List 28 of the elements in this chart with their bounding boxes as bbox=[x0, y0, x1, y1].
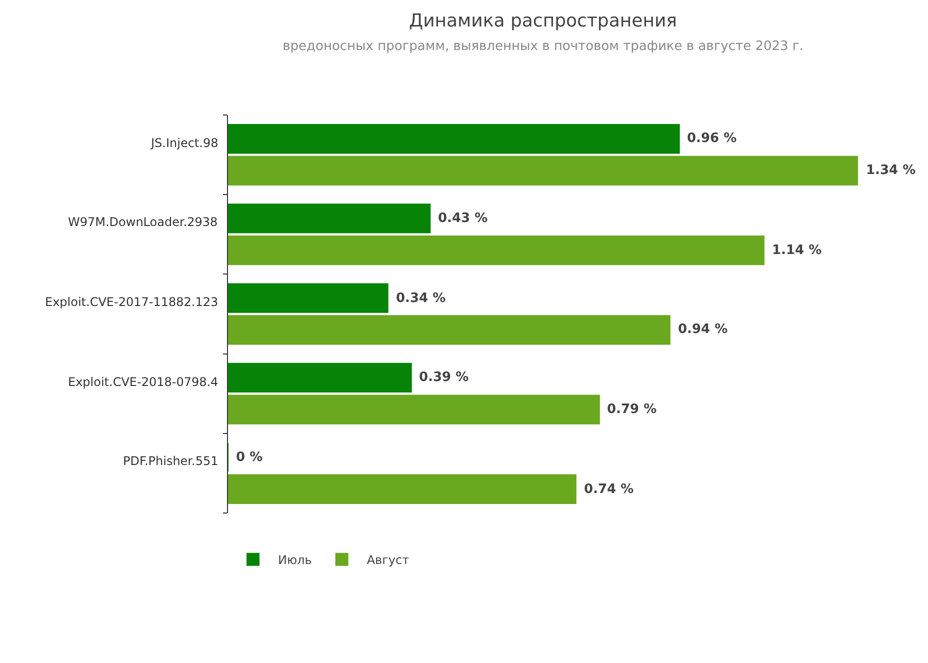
data-label: 0.79 % bbox=[607, 402, 657, 417]
legend-label: Июль bbox=[278, 553, 312, 568]
data-label: 0.74 % bbox=[584, 482, 634, 497]
bar bbox=[228, 124, 680, 154]
legend-label: Август bbox=[366, 553, 410, 568]
data-label: 0.39 % bbox=[419, 370, 469, 385]
bar bbox=[228, 315, 670, 345]
bar bbox=[228, 204, 431, 234]
y-tick-label: Exploit.CVE-2018-0798.4 bbox=[68, 375, 218, 389]
chart-subtitle: вредоносных программ, выявленных в почтовом трафике в августе 2023 г. bbox=[282, 38, 804, 54]
data-label: 0.43 % bbox=[438, 211, 488, 226]
chart-title: Динамика распространения bbox=[409, 10, 677, 32]
y-tick-label: PDF.Phisher.551 bbox=[123, 454, 218, 468]
bar bbox=[228, 394, 600, 424]
y-tick-label: JS.Inject.98 bbox=[150, 136, 218, 150]
data-label: 1.14 % bbox=[772, 243, 822, 258]
bar bbox=[228, 474, 576, 504]
data-label: 0.94 % bbox=[678, 322, 728, 337]
y-tick-label: Exploit.CVE-2017-11882.123 bbox=[45, 295, 218, 309]
data-label: 0.96 % bbox=[687, 131, 737, 146]
bar bbox=[228, 156, 858, 186]
bar bbox=[228, 235, 764, 266]
bar bbox=[228, 283, 388, 313]
data-label: 0.34 % bbox=[396, 291, 446, 306]
bar bbox=[228, 362, 412, 393]
data-label: 1.34 % bbox=[866, 163, 916, 178]
data-label: 0 % bbox=[236, 450, 263, 465]
y-tick-label: W97M.DownLoader.2938 bbox=[68, 215, 218, 229]
